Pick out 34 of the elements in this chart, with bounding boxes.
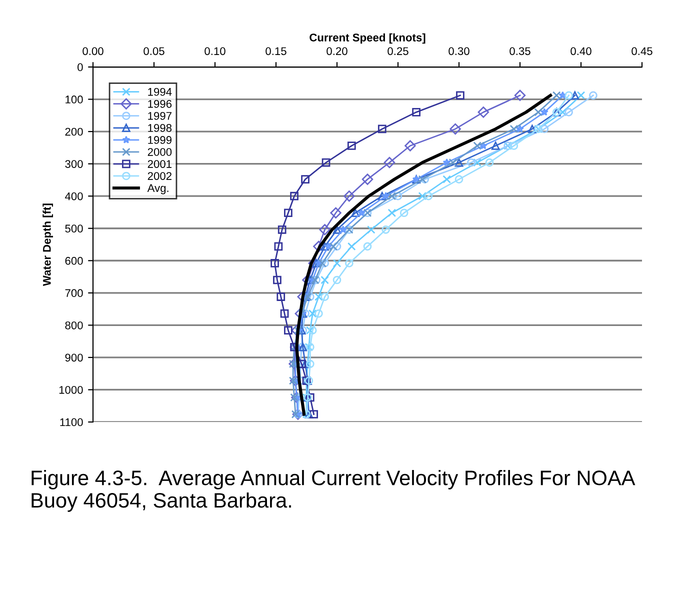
y-tick-label: 800: [65, 321, 83, 330]
y-tick-label: 900: [65, 354, 83, 362]
y-tick-label: 100: [66, 96, 83, 104]
legend-label: 1998: [148, 124, 172, 132]
y-tick-label: 400: [64, 192, 83, 200]
x-tick-label: 0.35: [510, 47, 530, 56]
x-tick-label: 0.15: [266, 47, 286, 56]
legend-label: 1997: [148, 112, 172, 120]
x-tick-label: 0.20: [326, 47, 348, 56]
legend-label: 2000: [148, 148, 172, 156]
y-tick-label: 600: [65, 256, 83, 265]
legend-label: 1996: [148, 100, 172, 108]
y-tick-label: 200: [65, 128, 83, 136]
x-tick-label: 0.05: [144, 47, 164, 56]
y-tick-label: 1100: [60, 418, 83, 426]
x-tick-label: 0.25: [388, 47, 408, 56]
y-tick-label: 500: [65, 224, 83, 232]
y-tick-label: 1000: [59, 386, 83, 394]
y-axis-title: Water Depth [ft]: [42, 204, 54, 286]
legend-label: Avg.: [147, 184, 168, 194]
y-tick-label: 300: [65, 160, 83, 168]
x-tick-label: 0.00: [82, 47, 104, 56]
y-tick-label: 700: [65, 289, 83, 298]
x-axis-title: Current Speed [knots]: [310, 33, 426, 44]
y-tick-label: 0: [78, 63, 83, 72]
legend-label: 2002: [148, 172, 172, 180]
caption: Figure 4.3-5. Average Annual Current Velocity Profiles For NOAA Buoy 46054, Santa Barbara.: [32, 470, 636, 512]
x-tick-label: 0.45: [632, 47, 652, 56]
x-tick-label: 0.10: [204, 47, 226, 56]
legend-label: 1994: [148, 88, 172, 96]
x-tick-label: 0.40: [570, 47, 592, 56]
x-tick-label: 0.30: [448, 47, 470, 56]
legend-label: 1999: [148, 136, 172, 144]
legend-label: 2001: [148, 160, 172, 168]
